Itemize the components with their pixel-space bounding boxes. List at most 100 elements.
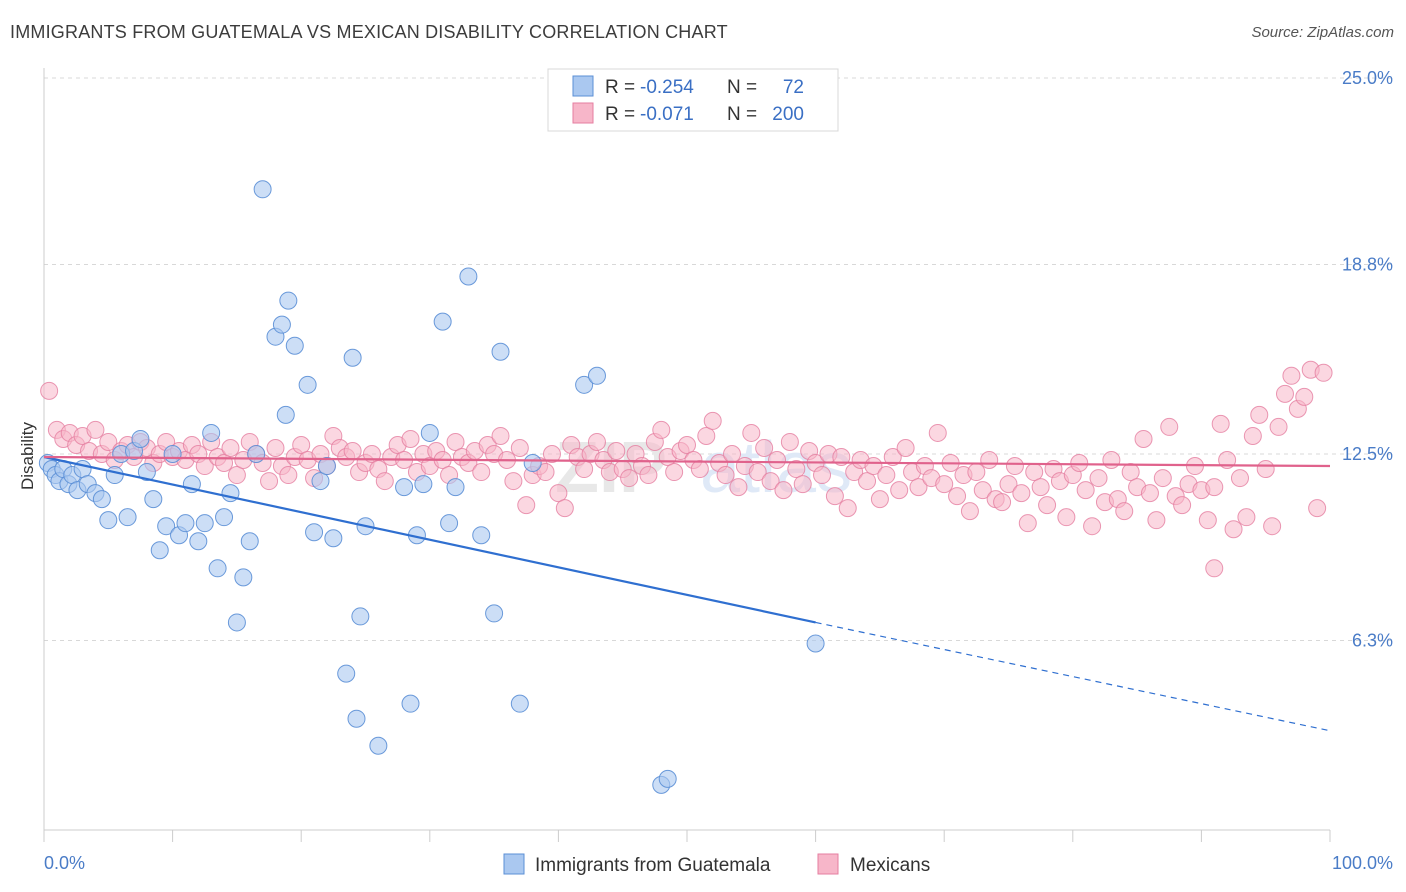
guatemala-point (324, 529, 343, 548)
mexicans-point (575, 460, 594, 479)
mexicans-point (517, 496, 536, 515)
mexicans-point (780, 432, 799, 451)
mexicans-point (973, 481, 992, 500)
mexicans-point (86, 420, 105, 439)
mexicans-point (1025, 463, 1044, 482)
y-tick-label: 18.8% (1342, 254, 1393, 274)
mexicans-point (1089, 469, 1108, 488)
bottom-legend-label-mexicans: Mexicans (850, 855, 930, 876)
mexicans-point (877, 466, 896, 485)
mexicans-point (960, 502, 979, 521)
bottom-legend-swatch-mexicans (817, 853, 839, 875)
mexicans-point (768, 451, 787, 470)
mexicans-point (1018, 514, 1037, 533)
mexicans-point (1005, 457, 1024, 476)
mexicans-point (1275, 384, 1294, 403)
mexicans-point (1198, 511, 1217, 530)
mexicans-point (787, 460, 806, 479)
mexicans-points (40, 360, 1333, 578)
mexicans-point (1269, 417, 1288, 436)
legend-r-label-2: R = (605, 104, 635, 125)
mexicans-point (1153, 469, 1172, 488)
axes (43, 68, 1331, 842)
guatemala-point (189, 532, 208, 551)
guatemala-point (144, 490, 163, 509)
mexicans-point (858, 472, 877, 491)
guatemala-point (285, 336, 304, 355)
guatemala-point (105, 466, 124, 485)
mexicans-point (1282, 366, 1301, 385)
guatemala-point (440, 514, 459, 533)
mexicans-point (1031, 478, 1050, 497)
mexicans-point (690, 460, 709, 479)
guatemala-point (347, 709, 366, 728)
guatemala-point (176, 514, 195, 533)
mexicans-point (491, 426, 510, 445)
mexicans-point (1140, 484, 1159, 503)
legend-n-value-1: 72 (783, 77, 804, 98)
y-tick-label: 12.5% (1342, 444, 1393, 464)
guatemala-point (215, 508, 234, 527)
mexicans-point (1250, 405, 1269, 424)
legend-swatch-mexicans (572, 102, 594, 124)
guatemala-trend-extension (815, 621, 1331, 732)
legend-r-label-1: R = (605, 77, 635, 98)
guatemala-point (485, 604, 504, 623)
mexicans-point (1057, 508, 1076, 527)
mexicans-point (793, 475, 812, 494)
mexicans-point (215, 454, 234, 473)
guatemala-point (420, 423, 439, 442)
bottom-legend-label-guatemala: Immigrants from Guatemala (535, 855, 771, 876)
guatemala-point (298, 375, 317, 394)
guatemala-point (131, 429, 150, 448)
guatemala-point (202, 423, 221, 442)
guatemala-point (395, 478, 414, 497)
mexicans-point (1173, 496, 1192, 515)
legend-n-value-2: 200 (772, 104, 804, 125)
mexicans-point (883, 448, 902, 467)
guatemala-point (658, 769, 677, 788)
mexicans-point (1263, 517, 1282, 536)
x-tick-label-max: 100.0% (1332, 853, 1393, 873)
mexicans-point (1314, 363, 1333, 382)
mexicans-point (838, 499, 857, 518)
mexicans-point (542, 445, 561, 463)
mexicans-point (1224, 520, 1243, 539)
mexicans-point (652, 420, 671, 439)
mexicans-point (967, 463, 986, 482)
mexicans-point (1205, 478, 1224, 497)
mexicans-point (716, 466, 735, 485)
mexicans-point (755, 438, 774, 457)
mexicans-point (1115, 502, 1134, 521)
tick-labels: 6.3% 12.5% 18.8% 25.0% 0.0% 100.0% (44, 68, 1393, 873)
y-tick-label: 25.0% (1342, 68, 1393, 88)
mexicans-point (999, 475, 1018, 494)
mexicans-point (890, 481, 909, 500)
mexicans-point (446, 432, 465, 451)
mexicans-point (1134, 429, 1153, 448)
guatemala-point (163, 445, 182, 463)
mexicans-point (748, 463, 767, 482)
mexicans-point (948, 487, 967, 506)
x-tick-label-min: 0.0% (44, 853, 85, 873)
mexicans-point (292, 435, 311, 454)
guatemala-point (414, 475, 433, 494)
mexicans-point (1256, 460, 1275, 479)
mexicans-point (928, 423, 947, 442)
mexicans-point (1070, 454, 1089, 473)
mexicans-point (40, 381, 59, 400)
guatemala-point (253, 180, 272, 199)
guatemala-point (150, 541, 169, 560)
legend-r-value-2: -0.071 (640, 104, 694, 125)
guatemala-point (806, 634, 825, 653)
legend-swatch-guatemala (572, 75, 594, 97)
mexicans-point (1083, 517, 1102, 536)
mexicans-point (1230, 469, 1249, 488)
guatemala-point (459, 267, 478, 286)
guatemala-point (118, 508, 137, 527)
legend-r-value-1: -0.254 (640, 77, 694, 98)
guatemala-point (472, 526, 491, 545)
mexicans-point (401, 429, 420, 448)
legend-n-label-2: N = (727, 104, 757, 125)
mexicans-point (678, 435, 696, 454)
